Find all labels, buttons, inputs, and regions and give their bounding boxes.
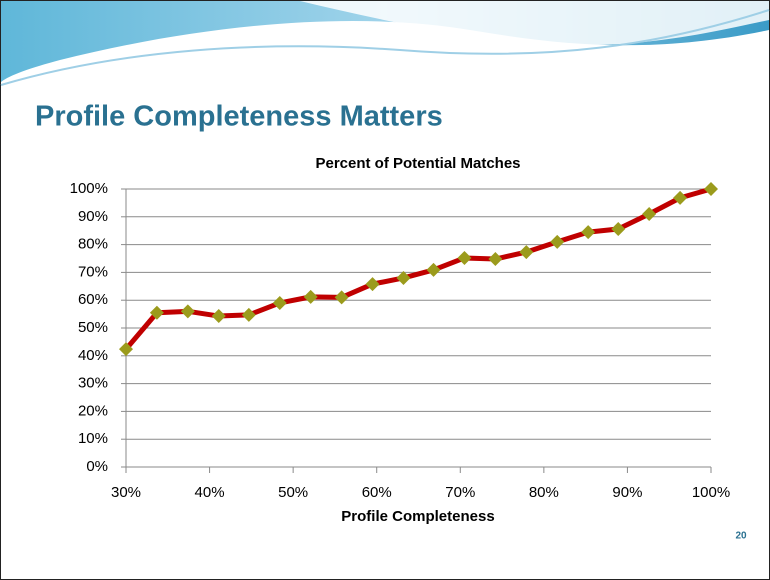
y-tick-label: 100% xyxy=(70,180,108,197)
chart-title: Percent of Potential Matches xyxy=(315,155,520,172)
y-tick-label: 20% xyxy=(78,402,108,419)
y-tick-label: 0% xyxy=(86,458,108,475)
x-tick-label: 30% xyxy=(111,484,141,501)
y-tick-label: 50% xyxy=(78,319,108,336)
x-tick-label: 60% xyxy=(362,484,392,501)
y-tick-label: 80% xyxy=(78,236,108,253)
x-tick-label: 100% xyxy=(692,484,730,501)
x-tick-label: 80% xyxy=(529,484,559,501)
slide: Profile Completeness Matters Percent of … xyxy=(0,0,770,580)
y-tick-label: 90% xyxy=(78,208,108,225)
y-tick-label: 40% xyxy=(78,347,108,364)
x-tick-label: 50% xyxy=(278,484,308,501)
y-tick-label: 30% xyxy=(78,375,108,392)
x-axis-label: Profile Completeness xyxy=(341,508,494,525)
x-tick-label: 90% xyxy=(612,484,642,501)
y-tick-label: 70% xyxy=(78,263,108,280)
page-number: 20 xyxy=(735,531,747,542)
slide-title: Profile Completeness Matters xyxy=(35,101,443,133)
x-tick-label: 70% xyxy=(445,484,475,501)
y-tick-label: 10% xyxy=(78,430,108,447)
y-tick-label: 60% xyxy=(78,291,108,308)
x-tick-label: 40% xyxy=(195,484,225,501)
